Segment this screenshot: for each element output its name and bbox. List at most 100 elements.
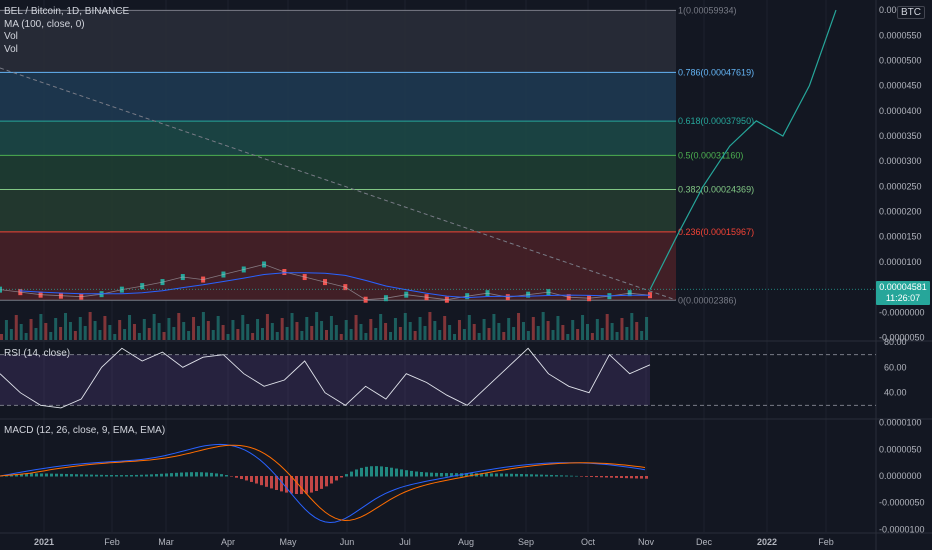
macd-hist-53 (265, 476, 268, 487)
macd-hist-75 (375, 466, 378, 477)
macd-hist-125 (625, 476, 628, 479)
macd-hist-79 (395, 468, 398, 477)
macd-hist-23 (115, 475, 118, 477)
macd-hist-74 (370, 466, 373, 477)
vol-indicator-label[interactable]: Vol (4, 31, 18, 42)
volume-bar-67 (329, 316, 333, 340)
volume-bar-63 (310, 326, 314, 340)
macd-hist-112 (560, 475, 563, 477)
volume-bar-89 (438, 330, 442, 340)
volume-bar-16 (78, 317, 82, 340)
volume-bar-78 (384, 323, 388, 340)
volume-bar-4 (19, 324, 23, 340)
x-tick-8: Sep (518, 537, 534, 547)
macd-hist-129 (645, 476, 648, 479)
macd-hist-85 (425, 472, 428, 477)
macd-hist-1 (5, 475, 8, 477)
volume-bar-64 (315, 312, 319, 340)
macd-hist-58 (290, 476, 293, 494)
macd-hist-86 (430, 472, 433, 477)
volume-bar-118 (581, 315, 585, 340)
fib-label-0: 1(0.00059934) (678, 5, 737, 15)
macd-hist-7 (35, 473, 38, 477)
macd-hist-49 (245, 476, 248, 481)
macd-hist-68 (340, 476, 343, 478)
vol-indicator-label-2[interactable]: Vol (4, 43, 18, 55)
macd-hist-24 (120, 475, 123, 477)
volume-bar-70 (344, 320, 348, 340)
volume-bar-94 (462, 329, 466, 340)
macd-hist-77 (385, 466, 388, 477)
volume-bar-7 (34, 328, 38, 340)
symbol-title[interactable]: BEL / Bitcoin, 1D, BINANCE (4, 6, 130, 17)
ma-indicator-label[interactable]: MA (100, close, 0) (4, 18, 85, 30)
volume-bar-6 (29, 319, 33, 340)
volume-bar-112 (551, 330, 555, 340)
last-price-value: 0.00004581 (879, 282, 927, 292)
x-tick-13: Feb (818, 537, 834, 547)
volume-bar-97 (477, 333, 481, 340)
volume-bar-88 (433, 321, 437, 340)
macd-hist-81 (405, 470, 408, 477)
volume-bar-2 (9, 329, 13, 340)
macd-hist-57 (285, 476, 288, 493)
macd-hist-99 (495, 473, 498, 477)
macd-hist-43 (215, 473, 218, 477)
macd-hist-28 (140, 474, 143, 477)
x-tick-9: Oct (581, 537, 596, 547)
macd-hist-119 (595, 476, 598, 478)
volume-bar-101 (497, 323, 501, 340)
x-tick-6: Jul (399, 537, 411, 547)
volume-bar-69 (339, 334, 343, 340)
macd-hist-51 (255, 476, 258, 484)
macd-hist-59 (295, 476, 298, 495)
volume-bar-51 (251, 333, 255, 340)
price-y-tick-13: -0.0000050 (879, 332, 925, 342)
macd-hist-105 (525, 474, 528, 477)
macd-hist-72 (360, 467, 363, 477)
volume-bar-129 (635, 322, 639, 340)
macd-hist-56 (280, 476, 283, 492)
macd-hist-37 (185, 472, 188, 477)
x-tick-4: May (279, 537, 297, 547)
macd-hist-89 (445, 473, 448, 477)
volume-bar-115 (566, 334, 570, 340)
volume-bar-125 (615, 332, 619, 340)
volume-bar-74 (364, 333, 368, 340)
volume-bar-80 (393, 318, 397, 340)
volume-bar-3 (14, 315, 18, 340)
trend-line (0, 67, 677, 301)
volume-bar-75 (369, 319, 373, 340)
macd-hist-108 (540, 474, 543, 477)
macd-hist-73 (365, 466, 368, 477)
ma-line (19, 272, 650, 299)
macd-hist-11 (55, 473, 58, 477)
volume-bar-37 (182, 322, 186, 340)
macd-hist-111 (555, 475, 558, 477)
volume-bar-22 (108, 325, 112, 340)
macd-hist-122 (610, 476, 613, 478)
price-y-tick-6: 0.0000300 (879, 156, 922, 166)
volume-bar-109 (536, 326, 540, 340)
macd-hist-110 (550, 474, 553, 477)
volume-bar-82 (403, 313, 407, 340)
macd-hist-83 (415, 471, 418, 477)
macd-hist-32 (160, 473, 163, 477)
signal-line (0, 444, 646, 522)
currency-unit-badge[interactable]: BTC (897, 6, 925, 19)
macd-hist-10 (50, 473, 53, 477)
volume-bar-28 (137, 333, 141, 340)
macd-hist-87 (435, 472, 438, 477)
macd-hist-33 (165, 473, 168, 477)
volume-bar-100 (492, 314, 496, 340)
volume-bar-130 (640, 331, 644, 340)
volume-bar-42 (206, 321, 210, 340)
volume-bar-1 (4, 320, 8, 340)
volume-bar-36 (177, 313, 181, 340)
macd-title[interactable]: MACD (12, 26, close, 9, EMA, EMA) (4, 425, 166, 436)
macd-hist-115 (575, 475, 578, 477)
x-tick-10: Nov (638, 537, 655, 547)
macd-hist-39 (195, 472, 198, 477)
rsi-title[interactable]: RSI (14, close) (4, 348, 71, 359)
